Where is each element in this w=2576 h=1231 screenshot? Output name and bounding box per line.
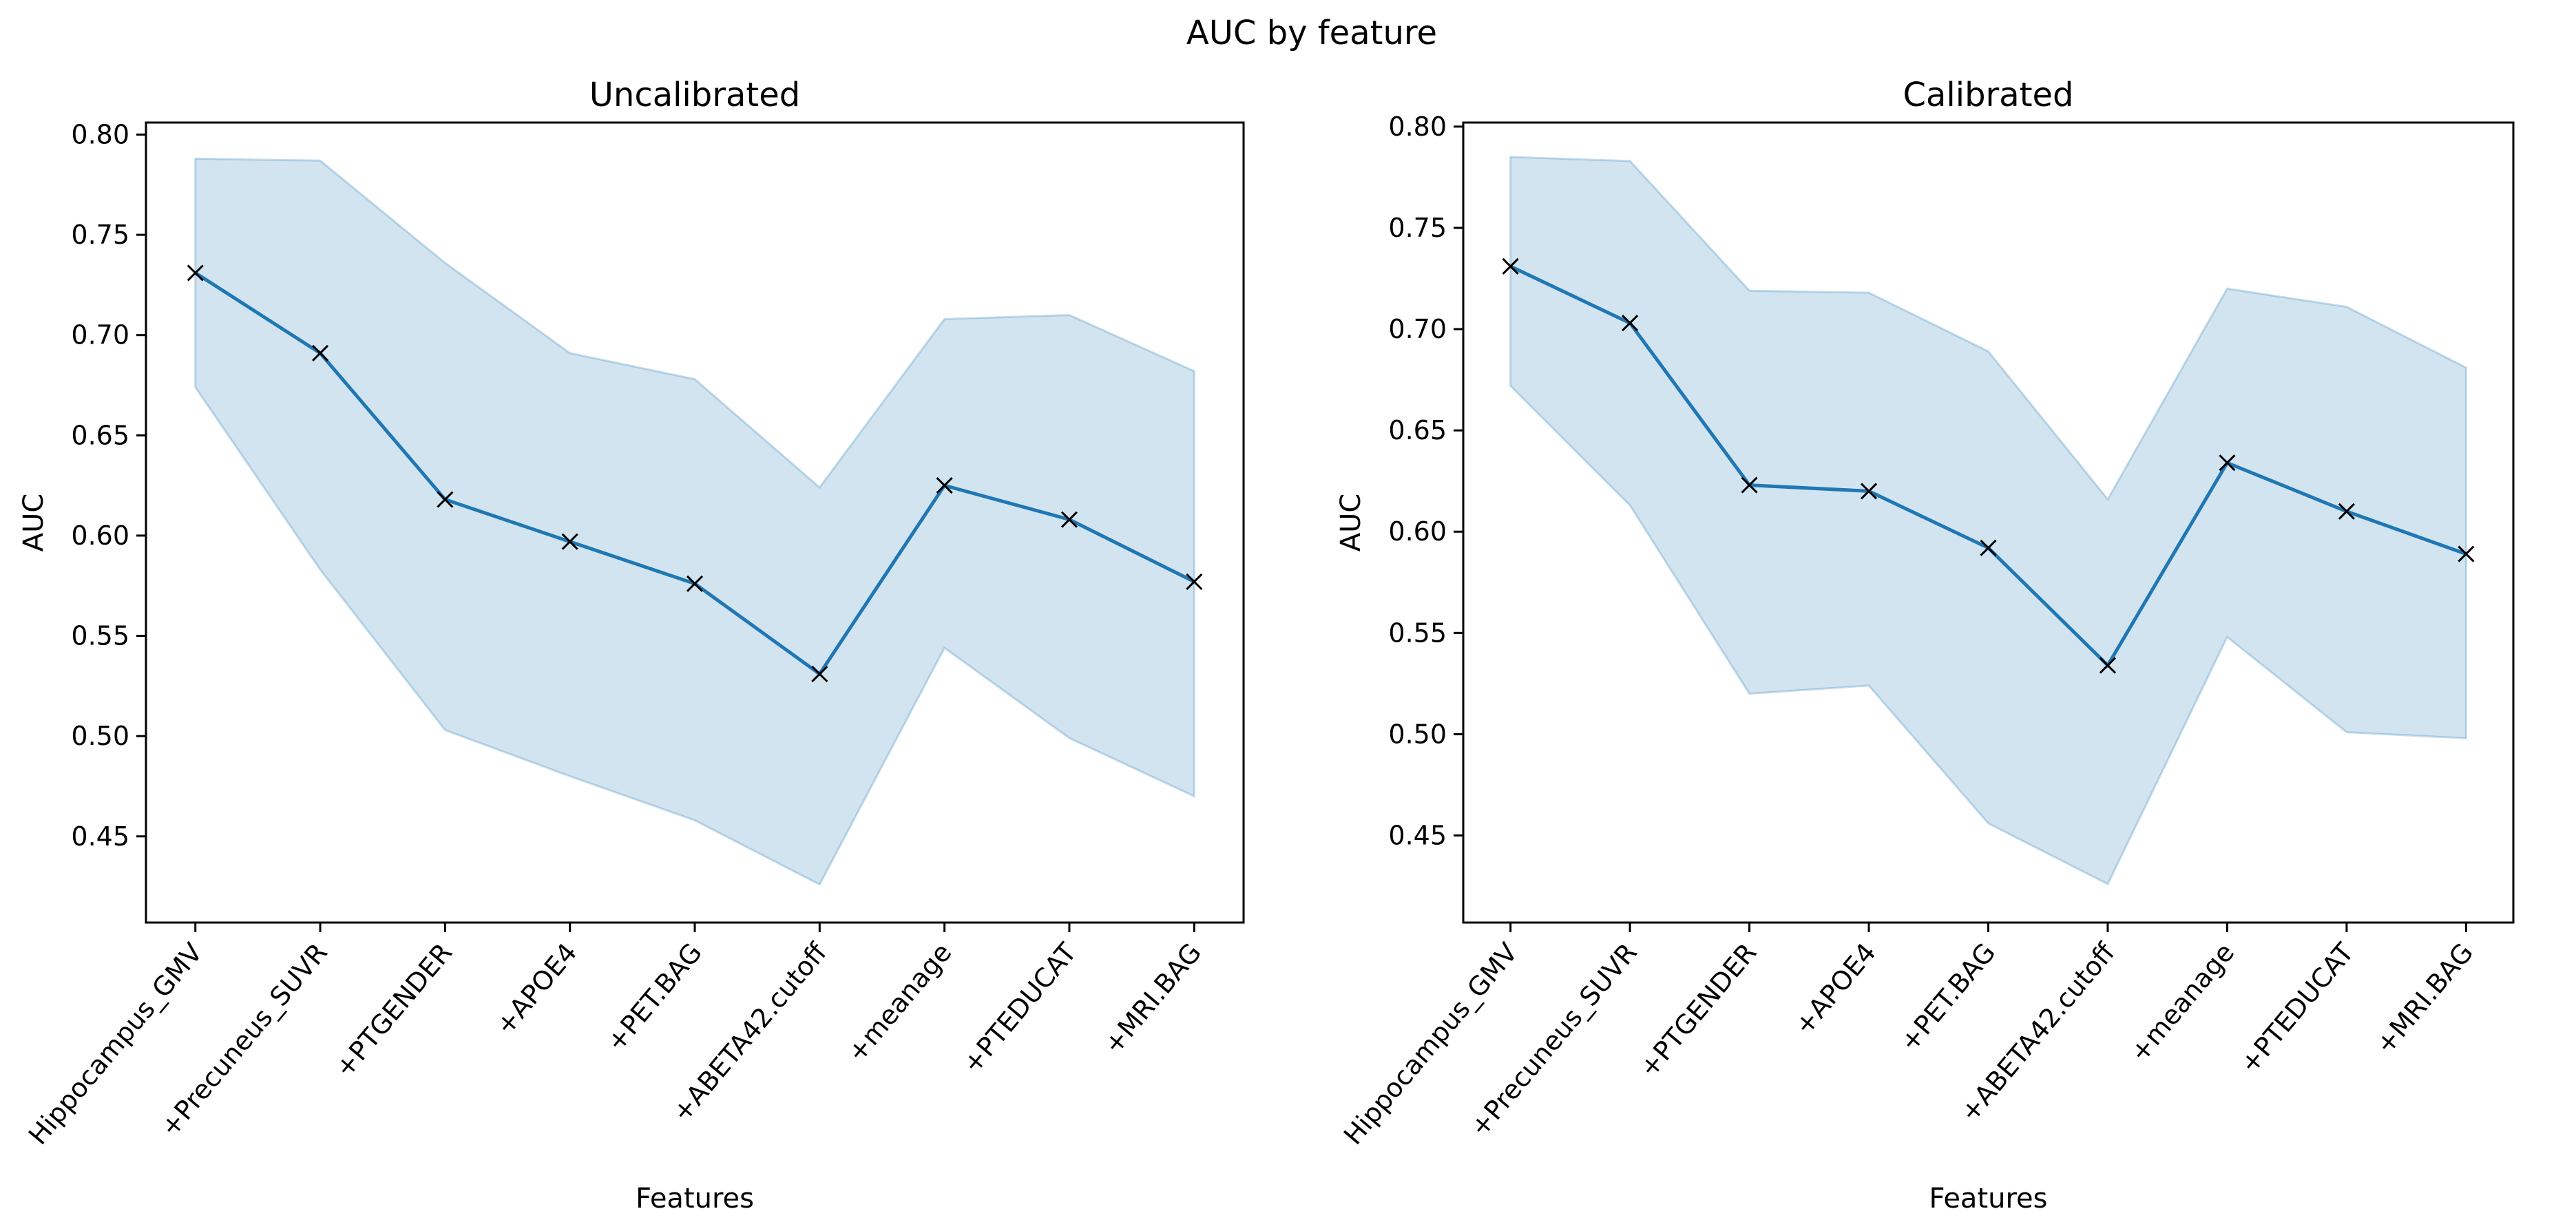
uncalibrated-y-tick-label: 0.70 xyxy=(71,320,129,350)
calibrated-point-marker xyxy=(2338,503,2355,520)
uncalibrated-point-marker xyxy=(1060,511,1078,528)
calibrated-point-marker xyxy=(1741,476,1758,494)
uncalibrated-point-marker xyxy=(936,477,953,494)
uncalibrated-panel-title: Uncalibrated xyxy=(589,76,800,114)
calibrated-panel-title: Calibrated xyxy=(1903,76,2073,114)
calibrated-y-axis-label: AUC xyxy=(1335,494,1367,552)
calibrated-x-tick-label: +APOE4 xyxy=(1788,938,1882,1041)
calibrated-x-axis-label: Features xyxy=(1929,1183,2048,1214)
uncalibrated-point-marker xyxy=(561,533,578,550)
calibrated-y-tick-label: 0.70 xyxy=(1388,314,1447,344)
calibrated-panel: 0.450.500.550.600.650.700.750.80Hippocam… xyxy=(1335,76,2515,1214)
uncalibrated-y-tick-label: 0.75 xyxy=(71,220,129,250)
uncalibrated-point-marker xyxy=(311,344,329,361)
uncalibrated-y-tick-label: 0.45 xyxy=(71,821,129,852)
uncalibrated-y-tick-label: 0.55 xyxy=(71,621,129,651)
uncalibrated-x-tick-label: +PTGENDER xyxy=(329,938,459,1084)
uncalibrated-y-axis-label: AUC xyxy=(18,494,50,552)
calibrated-y-tick-label: 0.50 xyxy=(1388,719,1447,749)
uncalibrated-x-tick-label: +meanage xyxy=(841,938,958,1068)
calibrated-y-tick-label: 0.75 xyxy=(1388,213,1447,243)
uncalibrated-point-marker xyxy=(1186,573,1203,590)
calibrated-x-tick-label: +MRI.BAG xyxy=(2369,938,2479,1060)
calibrated-point-marker xyxy=(1622,315,1639,332)
uncalibrated-panel: 0.450.500.550.600.650.700.750.80Hippocam… xyxy=(18,76,1245,1214)
uncalibrated-confidence-band xyxy=(194,157,1195,886)
calibrated-point-marker xyxy=(2458,545,2475,562)
uncalibrated-y-tick-label: 0.60 xyxy=(71,520,129,551)
uncalibrated-x-tick-label: +PET.BAG xyxy=(600,938,708,1058)
calibrated-confidence-band xyxy=(1509,156,2467,886)
figure-suptitle: AUC by feature xyxy=(1186,14,1437,52)
uncalibrated-point-marker xyxy=(686,575,704,592)
uncalibrated-x-tick-label: +PTEDUCAT xyxy=(956,937,1082,1079)
calibrated-point-marker xyxy=(1980,539,1997,556)
uncalibrated-x-tick-label: +MRI.BAG xyxy=(1098,938,1207,1060)
calibrated-point-marker xyxy=(2219,454,2236,472)
uncalibrated-y-tick-label: 0.65 xyxy=(71,420,129,450)
uncalibrated-y-tick-label: 0.50 xyxy=(71,721,129,751)
calibrated-y-tick-label: 0.55 xyxy=(1388,618,1447,648)
uncalibrated-point-marker xyxy=(811,665,828,682)
calibrated-point-marker xyxy=(1502,257,1519,275)
calibrated-y-tick-label: 0.45 xyxy=(1388,821,1447,851)
calibrated-x-tick-label: +PET.BAG xyxy=(1894,938,2001,1058)
calibrated-y-tick-label: 0.60 xyxy=(1388,516,1447,547)
uncalibrated-x-tick-label: +APOE4 xyxy=(490,938,583,1041)
calibrated-x-tick-label: +meanage xyxy=(2124,938,2240,1068)
uncalibrated-y-tick-label: 0.80 xyxy=(71,119,129,149)
calibrated-x-tick-label: +PTGENDER xyxy=(1633,938,1763,1084)
calibrated-point-marker xyxy=(1860,483,1878,500)
calibrated-y-tick-label: 0.80 xyxy=(1388,112,1447,142)
calibrated-point-marker xyxy=(2099,657,2117,674)
uncalibrated-point-marker xyxy=(187,264,204,282)
calibrated-x-tick-label: +PTEDUCAT xyxy=(2234,937,2360,1079)
uncalibrated-point-marker xyxy=(437,491,454,508)
uncalibrated-x-axis-label: Features xyxy=(636,1183,754,1214)
calibrated-y-tick-label: 0.65 xyxy=(1388,415,1447,445)
